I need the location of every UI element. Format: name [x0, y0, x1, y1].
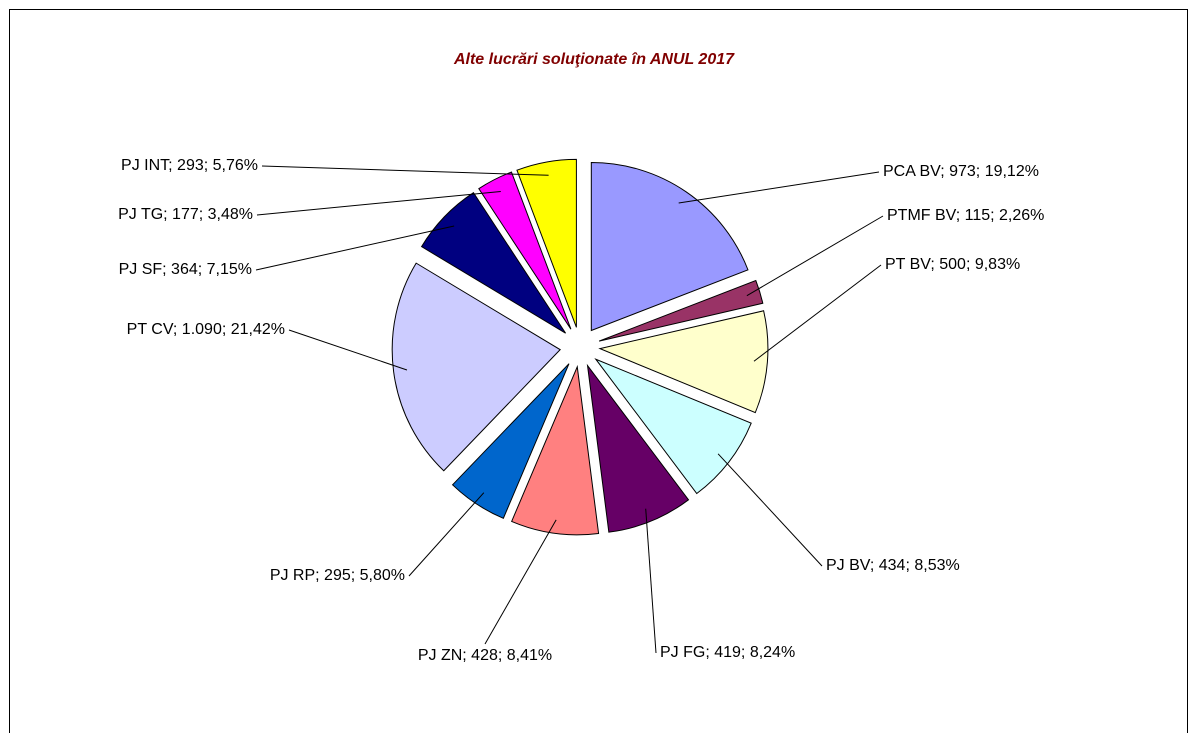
- pie-slice: [598, 310, 769, 414]
- data-label: PJ BV; 434; 8,53%: [826, 557, 960, 574]
- data-label: PJ INT; 293; 5,76%: [121, 157, 258, 174]
- leader-line: [261, 165, 549, 176]
- pie-slice: [478, 171, 572, 330]
- data-label: PJ SF; 364; 7,15%: [119, 261, 252, 278]
- pie-slice: [586, 363, 690, 533]
- data-label: PT CV; 1.090; 21,42%: [127, 321, 285, 338]
- leader-line: [256, 190, 501, 216]
- data-label: PJ ZN; 428; 8,41%: [418, 647, 552, 664]
- data-label: PTMF BV; 115; 2,26%: [887, 207, 1044, 224]
- leader-line: [645, 508, 657, 654]
- data-label: PJ RP; 295; 5,80%: [270, 567, 405, 584]
- leader-line: [255, 225, 455, 271]
- data-label: PCA BV; 973; 19,12%: [883, 163, 1039, 180]
- pie-slice: [451, 363, 570, 519]
- leader-line: [484, 519, 557, 645]
- data-label: PJ FG; 419; 8,24%: [660, 644, 795, 661]
- data-label: PJ TG; 177; 3,48%: [118, 206, 253, 223]
- leader-line: [753, 264, 882, 362]
- pie-slice: [594, 358, 752, 495]
- pie-slice: [391, 262, 561, 472]
- chart-title: Alte lucrări soluţionate în ANUL 2017: [453, 51, 735, 68]
- leader-line: [746, 215, 884, 297]
- pie-slice: [420, 191, 566, 334]
- data-label: PT BV; 500; 9,83%: [885, 256, 1020, 273]
- chart-frame: [9, 9, 1188, 733]
- pie-slice: [516, 158, 577, 328]
- leader-line: [288, 329, 408, 371]
- leader-line: [717, 453, 823, 567]
- pie-slice: [510, 364, 600, 536]
- pie-slice: [590, 162, 749, 332]
- leader-line: [408, 492, 485, 577]
- pie-slice: [598, 279, 764, 342]
- leader-line: [678, 171, 880, 204]
